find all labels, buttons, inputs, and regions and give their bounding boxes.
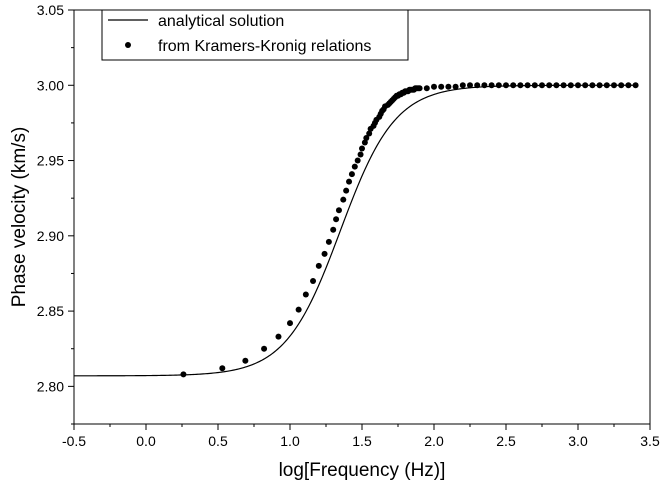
kramers-kronig-point xyxy=(510,82,517,89)
kramers-kronig-point xyxy=(452,83,459,90)
kramers-kronig-point xyxy=(596,82,603,89)
analytical-solution-line xyxy=(74,84,636,377)
kramers-kronig-point xyxy=(275,333,282,340)
kramers-kronig-point xyxy=(495,82,502,89)
kramers-kronig-point xyxy=(531,82,538,89)
series-layer xyxy=(74,82,639,378)
legend-dot-swatch xyxy=(125,42,131,48)
y-tick-label: 3.00 xyxy=(37,77,64,93)
y-axis-label: Phase velocity (km/s) xyxy=(9,127,30,308)
kramers-kronig-point xyxy=(351,163,358,170)
kramers-kronig-point xyxy=(445,83,452,90)
kramers-kronig-point xyxy=(488,82,495,89)
kramers-kronig-point xyxy=(315,262,322,269)
x-tick-label: 0.5 xyxy=(208,433,228,449)
x-axis-ticks: -0.5 0.0 0.5 1.0 1.5 2.0 2.5 3.0 3.5 xyxy=(62,424,660,449)
kramers-kronig-point xyxy=(261,345,268,352)
legend-label-analytical: analytical solution xyxy=(158,13,284,30)
kramers-kronig-point xyxy=(467,82,473,89)
x-axis-label: log[Frequency (Hz)] xyxy=(279,460,446,481)
kramers-kronig-point xyxy=(517,82,524,89)
kramers-kronig-point xyxy=(416,85,423,92)
kramers-kronig-point xyxy=(589,82,596,89)
x-tick-label: 1.0 xyxy=(280,433,300,449)
kramers-kronig-point xyxy=(503,82,509,89)
y-tick-label: 2.90 xyxy=(37,228,64,244)
kramers-kronig-point xyxy=(560,82,567,89)
kramers-kronig-point xyxy=(330,226,337,233)
kramers-kronig-point xyxy=(242,357,249,364)
kramers-kronig-point xyxy=(335,207,342,214)
y-tick-label: 2.95 xyxy=(37,153,64,169)
kramers-kronig-point xyxy=(357,151,364,158)
y-tick-label: 2.85 xyxy=(37,303,64,319)
kramers-kronig-point xyxy=(546,82,553,89)
kramers-kronig-point xyxy=(611,82,617,89)
kramers-kronig-point xyxy=(625,82,632,89)
kramers-kronig-point xyxy=(459,82,466,89)
kramers-kronig-point xyxy=(321,250,328,257)
kramers-kronig-point xyxy=(603,82,610,89)
kramers-kronig-point xyxy=(180,371,187,378)
kramers-kronig-point xyxy=(553,82,560,89)
kramers-kronig-point xyxy=(618,82,625,89)
kramers-kronig-point xyxy=(366,130,373,137)
y-tick-label: 3.05 xyxy=(37,2,64,18)
kramers-kronig-point xyxy=(348,171,355,178)
kramers-kronig-point xyxy=(287,320,293,327)
legend: analytical solution from Kramers-Kronig … xyxy=(101,9,409,61)
kramers-kronig-point xyxy=(359,145,365,152)
legend-label-kramers-kronig: from Kramers-Kronig relations xyxy=(158,38,371,55)
kramers-kronig-point xyxy=(582,82,589,89)
kramers-kronig-point xyxy=(333,216,340,223)
kramers-kronig-point xyxy=(340,196,347,203)
kramers-kronig-point xyxy=(632,82,639,89)
x-tick-label: 1.5 xyxy=(352,433,372,449)
kramers-kronig-point xyxy=(325,238,332,245)
kramers-kronig-point xyxy=(343,187,350,194)
x-tick-label: 2.5 xyxy=(496,433,516,449)
y-axis-ticks: 2.80 2.85 2.90 2.95 3.00 3.05 xyxy=(37,2,74,425)
x-tick-label: 3.0 xyxy=(568,433,588,449)
kramers-kronig-point xyxy=(423,85,430,92)
x-tick-label: 0.0 xyxy=(136,433,156,449)
kramers-kronig-point xyxy=(575,82,581,89)
kramers-kronig-point xyxy=(474,82,481,89)
kramers-kronig-point xyxy=(567,82,574,89)
kramers-kronig-point xyxy=(354,157,361,164)
kramers-kronig-point xyxy=(361,139,368,146)
kramers-kronig-point xyxy=(539,82,545,89)
kramers-kronig-point xyxy=(346,178,353,185)
kramers-kronig-point xyxy=(481,82,488,89)
plot-frame xyxy=(73,9,651,425)
kramers-kronig-point xyxy=(219,365,226,372)
kramers-kronig-point xyxy=(295,306,302,313)
kramers-kronig-point xyxy=(363,134,370,141)
legend-box xyxy=(101,9,409,61)
kramers-kronig-point xyxy=(431,83,437,90)
kramers-kronig-point xyxy=(524,82,531,89)
kramers-kronig-point xyxy=(310,277,317,284)
x-tick-label: -0.5 xyxy=(62,433,86,449)
kramers-kronig-point xyxy=(438,83,445,90)
x-tick-label: 3.5 xyxy=(640,433,660,449)
y-tick-label: 2.80 xyxy=(37,378,64,394)
kramers-kronig-point xyxy=(302,291,309,298)
x-tick-label: 2.0 xyxy=(424,433,444,449)
